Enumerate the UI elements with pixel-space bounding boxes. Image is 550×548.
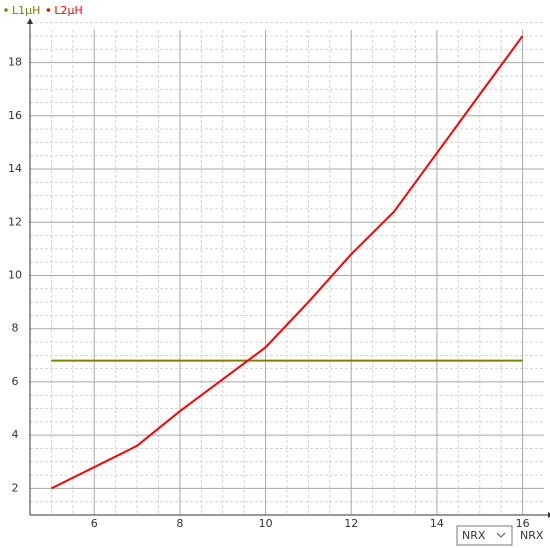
legend-marker (46, 8, 51, 12)
x-tick-label: 10 (259, 517, 273, 530)
x-tick-label: 12 (344, 517, 358, 530)
y-tick-label: 18 (8, 56, 22, 69)
legend-marker (4, 8, 8, 12)
y-tick-label: 14 (8, 162, 22, 175)
y-tick-label: 2 (12, 481, 19, 494)
x-tick-label: 14 (430, 517, 444, 530)
y-axis-arrow (27, 18, 33, 24)
dropdown-arrow[interactable] (496, 532, 506, 538)
x-axis-label: NRX (520, 529, 544, 542)
legend-label: L1µH (12, 4, 40, 17)
legend-label: L2µH (54, 4, 82, 17)
x-tick-label: 8 (176, 517, 183, 530)
selector[interactable]: NRX (456, 525, 513, 546)
dropdown-text[interactable]: NRX (462, 529, 486, 542)
y-tick-label: 4 (12, 428, 19, 441)
y-tick-label: 16 (8, 109, 22, 122)
x-tick-label: 16 (516, 517, 530, 530)
y-tick-label: 12 (8, 215, 22, 228)
series-line (50, 35, 524, 490)
y-tick-label: 10 (8, 268, 22, 281)
grid (30, 22, 544, 515)
x-tick-label: 6 (91, 517, 98, 530)
dropdown[interactable] (456, 525, 513, 546)
y-tick-label: 8 (12, 322, 19, 335)
y-tick-label: 6 (12, 375, 19, 388)
